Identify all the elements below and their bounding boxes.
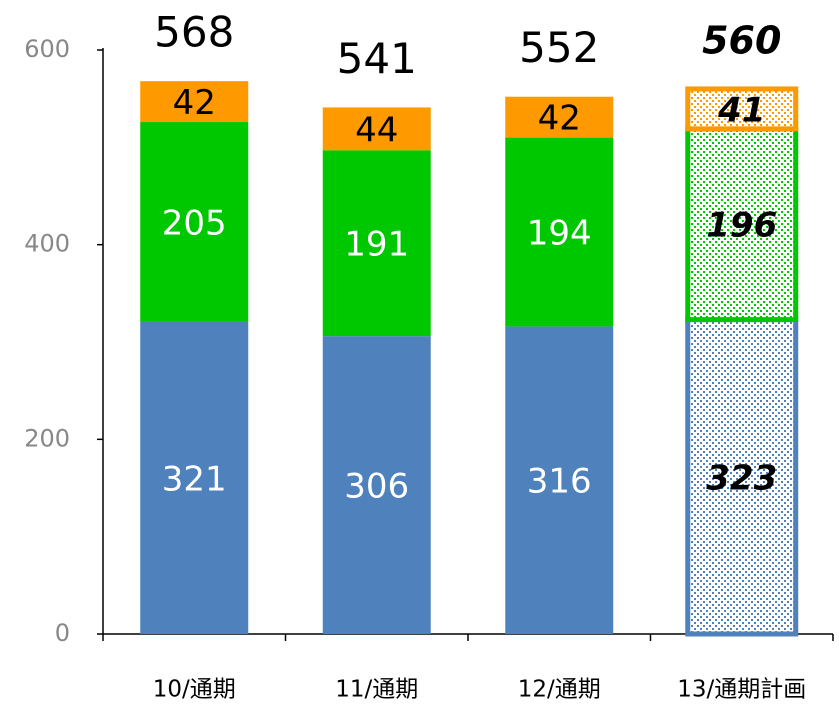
data-label: 42 (538, 99, 581, 139)
y-tick-label: 600 (24, 35, 70, 63)
data-label: 316 (527, 462, 592, 502)
y-tick-label: 200 (24, 424, 70, 452)
bar-segment (140, 122, 249, 322)
bar-segment (322, 150, 431, 337)
bar-segment (685, 86, 799, 132)
data-label: 205 (162, 203, 227, 243)
data-label: 194 (527, 214, 592, 254)
data-label: 196 (706, 206, 777, 246)
bar-segment (685, 126, 799, 323)
y-tick-label: 0 (55, 619, 70, 647)
total-label: 568 (154, 8, 234, 57)
data-label: 41 (717, 90, 765, 130)
data-label: 323 (706, 458, 777, 498)
bar-segment (505, 96, 614, 138)
data-label: 191 (344, 225, 409, 265)
bar-segment (505, 326, 614, 634)
bar-segment (505, 137, 614, 327)
data-label: 44 (355, 110, 398, 150)
bar-segment (685, 317, 799, 637)
bar-segment (322, 107, 431, 151)
data-label: 306 (344, 467, 409, 507)
bar-segment (140, 321, 249, 634)
bar-segment (140, 81, 249, 123)
total-label: 560 (702, 18, 781, 62)
x-tick-label: 13/通期計画 (677, 677, 806, 703)
data-label: 321 (162, 459, 227, 499)
data-label: 42 (173, 83, 216, 123)
total-label: 541 (337, 34, 417, 83)
y-tick-label: 400 (24, 230, 70, 258)
x-tick-label: 10/通期 (153, 677, 236, 703)
x-tick-label: 11/通期 (335, 677, 418, 703)
bar-segment (322, 336, 431, 634)
x-tick-label: 12/通期 (518, 677, 601, 703)
total-label: 552 (519, 23, 599, 72)
